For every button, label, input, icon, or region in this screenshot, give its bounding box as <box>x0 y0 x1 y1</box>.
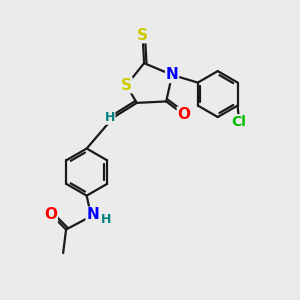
Text: S: S <box>137 28 148 43</box>
Text: O: O <box>44 207 57 222</box>
Text: H: H <box>104 111 115 124</box>
Text: N: N <box>166 68 178 82</box>
Text: H: H <box>101 213 112 226</box>
Text: N: N <box>86 207 99 222</box>
Text: O: O <box>177 107 190 122</box>
Text: Cl: Cl <box>232 115 247 129</box>
Text: S: S <box>121 78 132 93</box>
